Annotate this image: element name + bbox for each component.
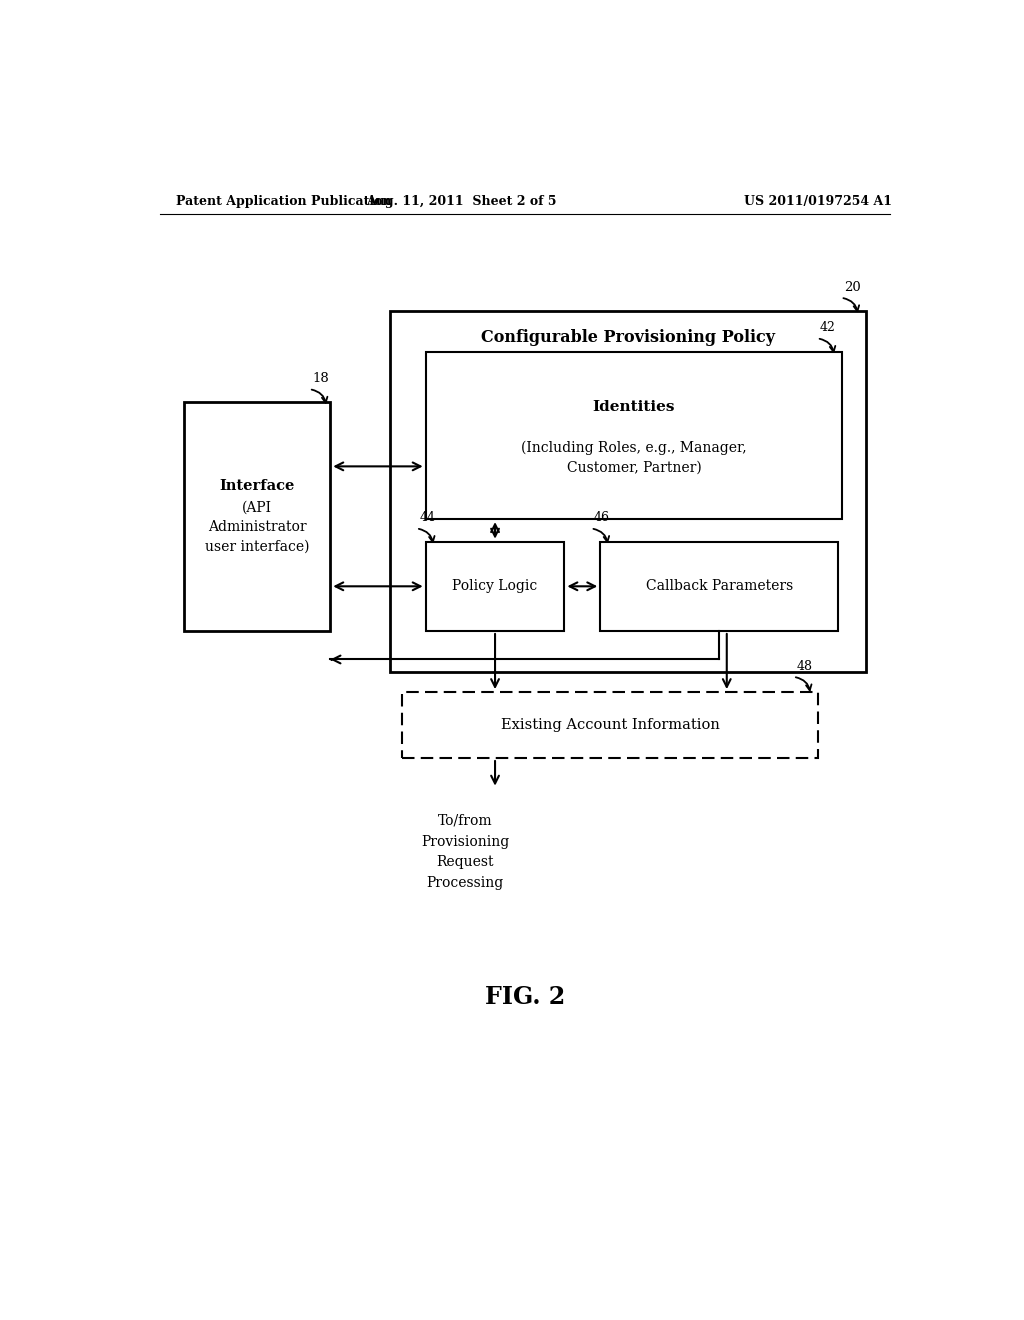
- Text: 44: 44: [419, 511, 435, 524]
- Text: 46: 46: [594, 511, 610, 524]
- Text: To/from
Provisioning
Request
Processing: To/from Provisioning Request Processing: [421, 814, 509, 890]
- Text: US 2011/0197254 A1: US 2011/0197254 A1: [744, 194, 893, 207]
- Bar: [183, 403, 331, 631]
- Text: Aug. 11, 2011  Sheet 2 of 5: Aug. 11, 2011 Sheet 2 of 5: [366, 194, 557, 207]
- Text: 18: 18: [312, 372, 329, 385]
- Text: 42: 42: [820, 321, 836, 334]
- Text: Identities: Identities: [593, 400, 675, 414]
- Text: 48: 48: [797, 660, 812, 673]
- Text: Configurable Provisioning Policy: Configurable Provisioning Policy: [481, 329, 775, 346]
- Text: Patent Application Publication: Patent Application Publication: [176, 194, 391, 207]
- Text: Existing Account Information: Existing Account Information: [501, 718, 720, 733]
- Text: (API
Administrator
user interface): (API Administrator user interface): [205, 500, 309, 553]
- Bar: [426, 351, 842, 519]
- Text: FIG. 2: FIG. 2: [484, 985, 565, 1008]
- Bar: [600, 541, 839, 631]
- Text: Policy Logic: Policy Logic: [453, 579, 538, 593]
- Text: (Including Roles, e.g., Manager,
Customer, Partner): (Including Roles, e.g., Manager, Custome…: [521, 441, 746, 475]
- Text: Callback Parameters: Callback Parameters: [645, 579, 793, 593]
- Bar: [401, 692, 818, 758]
- Bar: [426, 541, 564, 631]
- Text: 20: 20: [844, 281, 860, 293]
- Text: Interface: Interface: [219, 479, 295, 494]
- Bar: [390, 312, 866, 672]
